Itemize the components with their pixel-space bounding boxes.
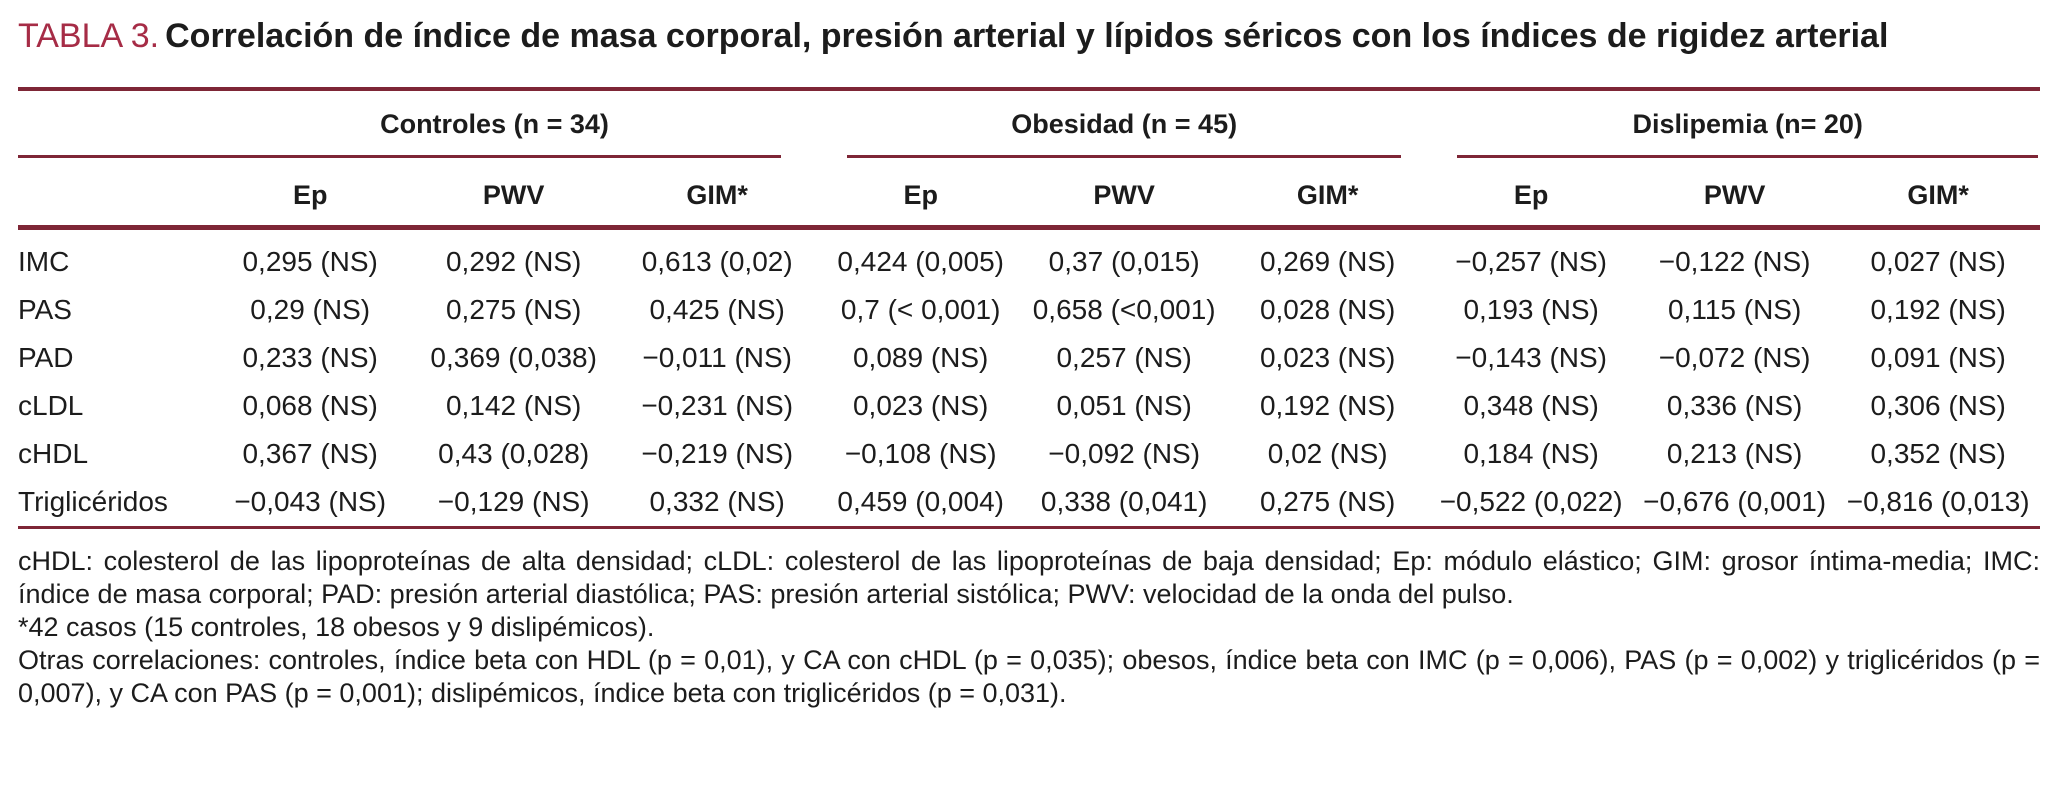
- group-label: Controles (n = 34): [380, 109, 609, 139]
- value-cell: −0,143 (NS): [1455, 342, 1608, 373]
- corner-cell: [18, 158, 209, 230]
- group-label: Obesidad (n = 45): [1011, 109, 1238, 139]
- value-cell: 0,613 (0,02): [641, 246, 793, 277]
- value-cell: 0,184 (NS): [1463, 438, 1599, 469]
- col-header-ep: Ep: [818, 158, 1023, 230]
- value-cell: −0,219 (NS): [641, 438, 794, 469]
- table-row: IMC 0,295 (NS) 0,292 (NS) 0,613 (0,02) 0,424…: [18, 228, 2040, 287]
- row-label: IMC: [18, 246, 70, 277]
- value-cell: 0,091 (NS): [1870, 342, 2006, 373]
- value-cell: 0,369 (0,038): [430, 342, 597, 373]
- value-cell: 0,269 (NS): [1259, 246, 1396, 277]
- group-header-row: Controles (n = 34) Obesidad (n = 45) Dis…: [18, 87, 2040, 158]
- col-header-pwv: PWV: [1022, 158, 1226, 230]
- row-label: cLDL: [18, 390, 84, 421]
- table-row: Triglicéridos −0,043 (NS) −0,129 (NS) 0,332…: [18, 478, 2040, 529]
- page: TABLA 3. Correlación de índice de masa co…: [18, 14, 2040, 710]
- value-cell: 0,193 (NS): [1463, 294, 1599, 325]
- value-cell: 0,425 (NS): [649, 294, 785, 325]
- table-row: cLDL 0,068 (NS) 0,142 (NS) −0,231 (NS) 0,023…: [18, 382, 2040, 430]
- value-cell: 0,233 (NS): [242, 342, 378, 373]
- table-title-text: Correlación de índice de masa corporal, …: [165, 17, 1889, 55]
- col-header-gim: GIM*: [1836, 158, 2040, 230]
- value-cell: 0,023 (NS): [852, 390, 989, 421]
- row-label: Triglicéridos: [18, 478, 209, 529]
- col-header-gim: GIM*: [615, 158, 819, 230]
- value-cell: 0,275 (NS): [445, 294, 582, 325]
- value-cell: 0,37 (0,015): [1048, 246, 1200, 277]
- table-number-label: TABLA 3.: [18, 17, 160, 55]
- footnote-other-correlations: Otras correlaciones: controles, índice b…: [18, 645, 2040, 708]
- group-header-dislipemia: Dislipemia (n= 20): [1429, 87, 2040, 158]
- value-cell: −0,522 (0,022): [1429, 478, 1633, 529]
- col-header-pwv: PWV: [411, 158, 616, 230]
- table-row: PAD 0,233 (NS) 0,369 (0,038) −0,011 (NS) 0,0…: [18, 334, 2040, 382]
- value-cell: 0,332 (NS): [615, 478, 819, 529]
- value-cell: 0,352 (NS): [1870, 438, 2006, 469]
- value-cell: 0,192 (NS): [1259, 390, 1396, 421]
- table-row: cHDL 0,367 (NS) 0,43 (0,028) −0,219 (NS) −0,…: [18, 430, 2040, 478]
- value-cell: 0,192 (NS): [1870, 294, 2006, 325]
- value-cell: 0,068 (NS): [242, 390, 378, 421]
- value-cell: −0,816 (0,013): [1836, 478, 2040, 529]
- value-cell: 0,02 (NS): [1267, 438, 1388, 469]
- group-label: Dislipemia (n= 20): [1632, 109, 1863, 139]
- value-cell: 0,051 (NS): [1056, 390, 1192, 421]
- group-header-obesidad: Obesidad (n = 45): [818, 87, 1430, 158]
- value-cell: 0,29 (NS): [250, 294, 371, 325]
- value-cell: 0,089 (NS): [852, 342, 989, 373]
- value-cell: −0,011 (NS): [642, 342, 793, 373]
- value-cell: 0,7 (< 0,001): [840, 294, 1001, 325]
- col-header-pwv: PWV: [1632, 158, 1837, 230]
- value-cell: 0,292 (NS): [445, 246, 582, 277]
- correlation-table: Controles (n = 34) Obesidad (n = 45) Dis…: [18, 87, 2040, 529]
- value-cell: 0,336 (NS): [1666, 390, 1803, 421]
- column-header-row: Ep PWV GIM* Ep PWV GIM* Ep PWV GIM*: [18, 158, 2040, 230]
- value-cell: 0,142 (NS): [445, 390, 582, 421]
- value-cell: 0,459 (0,004): [818, 478, 1023, 529]
- value-cell: −0,676 (0,001): [1632, 478, 1837, 529]
- value-cell: −0,092 (NS): [1048, 438, 1201, 469]
- footnotes: cHDL: colesterol de las lipoproteínas de…: [18, 529, 2040, 710]
- value-cell: −0,129 (NS): [411, 478, 616, 529]
- page-title: TABLA 3. Correlación de índice de masa co…: [18, 14, 1998, 59]
- footnote-abbreviations: cHDL: colesterol de las lipoproteínas de…: [18, 546, 2040, 609]
- value-cell: 0,275 (NS): [1225, 478, 1430, 529]
- value-cell: 0,306 (NS): [1870, 390, 2006, 421]
- row-label: PAS: [18, 294, 72, 325]
- col-header-ep: Ep: [1429, 158, 1633, 230]
- value-cell: 0,43 (0,028): [438, 438, 590, 469]
- value-cell: 0,348 (NS): [1463, 390, 1599, 421]
- value-cell: 0,295 (NS): [242, 246, 378, 277]
- value-cell: 0,213 (NS): [1666, 438, 1803, 469]
- group-header-controles: Controles (n = 34): [18, 87, 819, 158]
- col-header-gim: GIM*: [1225, 158, 1430, 230]
- value-cell: −0,043 (NS): [208, 478, 412, 529]
- row-label: PAD: [18, 342, 74, 373]
- value-cell: −0,122 (NS): [1658, 246, 1811, 277]
- value-cell: 0,338 (0,041): [1022, 478, 1226, 529]
- value-cell: 0,023 (NS): [1259, 342, 1396, 373]
- col-header-ep: Ep: [208, 158, 412, 230]
- value-cell: −0,108 (NS): [844, 438, 997, 469]
- value-cell: 0,028 (NS): [1259, 294, 1396, 325]
- value-cell: 0,424 (0,005): [837, 246, 1004, 277]
- value-cell: 0,115 (NS): [1667, 294, 1802, 325]
- value-cell: 0,257 (NS): [1056, 342, 1192, 373]
- value-cell: 0,367 (NS): [242, 438, 378, 469]
- value-cell: −0,072 (NS): [1658, 342, 1811, 373]
- row-label: cHDL: [18, 438, 89, 469]
- table-row: PAS 0,29 (NS) 0,275 (NS) 0,425 (NS) 0,7 (< 0…: [18, 286, 2040, 334]
- value-cell: −0,231 (NS): [641, 390, 794, 421]
- value-cell: 0,027 (NS): [1870, 246, 2006, 277]
- value-cell: −0,257 (NS): [1455, 246, 1608, 277]
- value-cell: 0,658 (<0,001): [1032, 294, 1216, 325]
- footnote-asterisk: *42 casos (15 controles, 18 obesos y 9 d…: [18, 612, 655, 642]
- table-body: IMC 0,295 (NS) 0,292 (NS) 0,613 (0,02) 0,424…: [18, 228, 2040, 529]
